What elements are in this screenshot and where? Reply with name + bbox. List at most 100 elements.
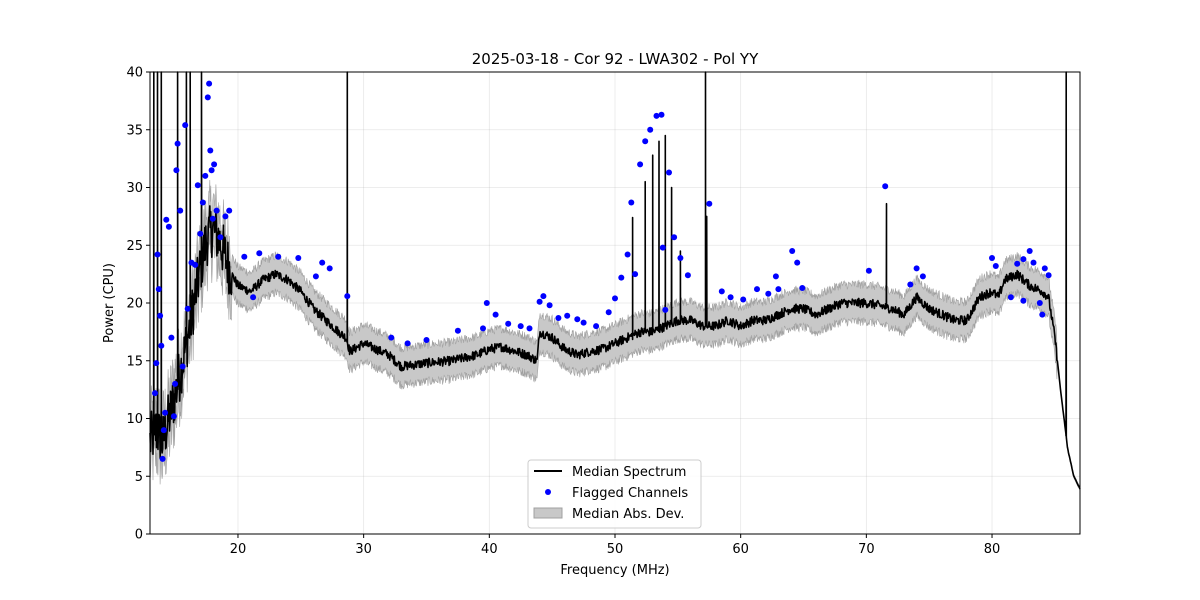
- flagged-channel-point: [206, 80, 213, 87]
- flagged-channel-point: [794, 259, 801, 266]
- flagged-channel-point: [192, 261, 199, 268]
- flagged-channel-point: [222, 213, 229, 220]
- flagged-channel-point: [388, 334, 395, 341]
- flagged-channel-point: [204, 94, 211, 101]
- flagged-channel-point: [706, 200, 713, 207]
- flagged-channel-point: [157, 312, 164, 319]
- flagged-channel-point: [740, 296, 747, 303]
- y-tick-label: 30: [126, 181, 143, 196]
- flagged-channel-point: [574, 316, 581, 323]
- flagged-channel-point: [182, 122, 189, 129]
- flagged-channel-point: [194, 182, 201, 189]
- flagged-channel-point: [1045, 272, 1052, 279]
- flagged-channel-point: [647, 126, 654, 133]
- x-tick-label: 50: [607, 542, 624, 557]
- flagged-channel-point: [989, 255, 995, 261]
- flagged-channel-point: [154, 251, 161, 258]
- flagged-channel-point: [666, 169, 672, 176]
- y-tick-label: 5: [135, 470, 143, 485]
- legend-mad-patch: [533, 507, 563, 519]
- flagged-channel-point: [564, 312, 571, 319]
- flagged-channel-point: [160, 427, 167, 434]
- flagged-channel-point: [580, 319, 587, 326]
- flagged-channel-point: [241, 253, 248, 260]
- flagged-channel-point: [992, 263, 999, 269]
- flagged-channel-point: [208, 167, 215, 174]
- flagged-channel-point: [1039, 311, 1046, 318]
- flagged-channel-point: [865, 267, 872, 274]
- flagged-channel-point: [295, 255, 302, 261]
- flagged-channel-point: [217, 234, 224, 241]
- flagged-channel-point: [184, 305, 191, 312]
- flagged-channel-point: [727, 294, 734, 301]
- flagged-channel-point: [163, 216, 170, 223]
- y-tick-label: 40: [126, 66, 143, 81]
- flagged-channel-point: [275, 253, 282, 260]
- flagged-channel-point: [799, 285, 806, 291]
- median-spectrum-path: [149, 71, 1081, 490]
- flagged-channel-point: [659, 244, 666, 251]
- flagged-channel-point: [637, 161, 644, 168]
- flagged-channel-point: [1007, 294, 1014, 301]
- flagged-channel-point: [312, 273, 319, 280]
- flagged-channel-point: [211, 161, 218, 168]
- flagged-channel-point: [517, 323, 524, 330]
- flagged-channel-point: [153, 360, 160, 367]
- flagged-channel-point: [555, 315, 562, 321]
- flagged-channel-point: [159, 455, 166, 462]
- flagged-channel-point: [593, 323, 600, 330]
- flagged-channel-point: [226, 207, 233, 214]
- y-tick-label: 0: [135, 528, 143, 543]
- flagged-channel-point: [624, 251, 631, 258]
- flagged-channel-point: [207, 147, 214, 154]
- flagged-channel-point: [718, 288, 725, 295]
- flagged-channel-point: [658, 111, 665, 118]
- flagged-channel-point: [250, 294, 257, 301]
- flagged-channel-point: [492, 311, 499, 318]
- x-axis-ticks: 20 30 40 50 60 70 80: [230, 534, 1001, 557]
- flagged-channel-point: [628, 199, 635, 206]
- flagged-channel-point: [1026, 248, 1033, 254]
- flagged-channel-point: [152, 390, 158, 397]
- flagged-channel-point: [480, 325, 486, 332]
- flagged-channel-point: [536, 298, 543, 305]
- x-axis-label: Frequency (MHz): [560, 563, 669, 578]
- flagged-channel-point: [662, 306, 669, 313]
- flagged-channel-point: [1036, 300, 1043, 306]
- x-tick-label: 40: [481, 542, 498, 557]
- flagged-channel-point: [483, 300, 490, 306]
- y-tick-label: 25: [126, 239, 143, 254]
- legend-mad-label: Median Abs. Dev.: [572, 507, 684, 522]
- flagged-channel-point: [256, 250, 263, 257]
- y-tick-label: 15: [126, 354, 143, 369]
- median-spectrum-line: [149, 71, 1081, 490]
- flagged-channel-point: [344, 293, 351, 300]
- flagged-channel-point: [197, 230, 204, 237]
- flagged-channel-point: [319, 259, 326, 266]
- flagged-channel-point: [209, 215, 216, 222]
- flagged-channel-point: [653, 112, 660, 119]
- legend-median-label: Median Spectrum: [572, 465, 686, 480]
- flagged-channel-point: [177, 207, 184, 214]
- flagged-channel-point: [213, 207, 220, 214]
- legend-flagged-marker: [545, 489, 551, 495]
- flagged-channel-point: [540, 293, 547, 300]
- y-axis-ticks: 0 5 10 15 20 25 30 35 40: [126, 66, 150, 543]
- x-tick-label: 80: [984, 542, 1001, 557]
- flagged-channel-point: [404, 340, 411, 347]
- flagged-channels-points: [152, 80, 1052, 462]
- x-tick-label: 60: [732, 542, 749, 557]
- flagged-channel-point: [546, 302, 553, 309]
- flagged-channel-point: [165, 223, 172, 230]
- flagged-channel-point: [882, 183, 889, 190]
- flagged-channel-point: [179, 363, 186, 370]
- flagged-channel-point: [1020, 297, 1027, 304]
- flagged-channel-point: [172, 380, 179, 387]
- flagged-channel-point: [618, 274, 625, 281]
- flagged-channel-point: [170, 413, 177, 420]
- flagged-channel-point: [202, 172, 209, 179]
- flagged-channel-point: [919, 273, 926, 280]
- flagged-channel-point: [526, 325, 533, 332]
- flagged-channel-point: [754, 286, 760, 293]
- flagged-channel-point: [168, 334, 175, 341]
